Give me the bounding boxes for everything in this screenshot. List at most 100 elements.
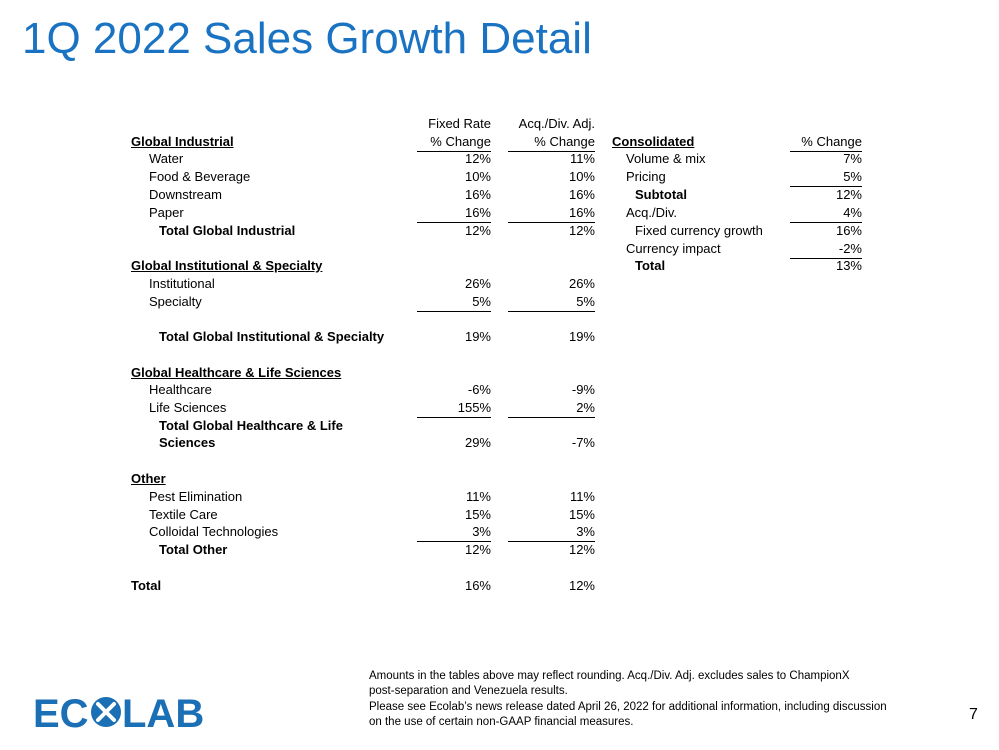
consolidated-label: Subtotal — [635, 187, 687, 202]
table-row: Total Global Healthcare & Life — [0, 417, 999, 435]
row-label: Institutional — [149, 276, 215, 291]
acq-div-adj-value: 26% — [568, 276, 595, 291]
fixed-rate-value: 10% — [464, 169, 491, 184]
consolidated-value: 5% — [790, 168, 862, 187]
consolidated-row: Total 13% — [0, 257, 999, 275]
footnote-line3: Please see Ecolab’s news release dated A… — [369, 701, 887, 713]
fixed-rate-value: 15% — [464, 507, 491, 522]
acq-div-adj-value: 11% — [569, 151, 595, 166]
fixed-rate-value: 12% — [464, 542, 491, 557]
fixed-rate-value: 12% — [464, 223, 491, 238]
acq-div-adj-value: 19% — [568, 329, 595, 344]
logo-emblem-icon — [91, 697, 121, 727]
row-label: Specialty — [149, 294, 202, 309]
fixed-rate-value: 26% — [464, 276, 491, 291]
table-row: Sciences 29% -7% — [0, 434, 999, 452]
acq-div-adj-value: 2% — [508, 399, 595, 418]
row-label: Colloidal Technologies — [149, 524, 279, 539]
acq-div-adj-value: 15% — [568, 507, 595, 522]
consolidated-header: Consolidated — [612, 134, 695, 149]
consolidated-label: Volume & mix — [626, 151, 706, 166]
fixed-rate-value: 16% — [464, 578, 491, 593]
table-row: Downstream 16% 16% — [0, 186, 999, 204]
row-label: Pest Elimination — [149, 489, 243, 504]
consolidated-label: Total — [635, 258, 666, 273]
consolidated-label: Fixed currency growth — [635, 223, 763, 238]
consolidated-value: 7% — [843, 151, 862, 166]
page-number: 7 — [969, 706, 978, 723]
table-row: Institutional 26% 26% — [0, 275, 999, 293]
row-label: Sciences — [159, 435, 216, 450]
consolidated-row: Acq./Div. 4% — [0, 204, 999, 223]
consolidated-label: Currency impact — [626, 241, 721, 256]
footnote-line1: Amounts in the tables above may reflect … — [369, 670, 850, 682]
fixed-rate-value: 5% — [417, 293, 491, 312]
consolidated-label: Acq./Div. — [626, 205, 678, 220]
logo-letters-ec: EC — [33, 693, 89, 733]
table-row: Pest Elimination 11% 11% — [0, 488, 999, 506]
table-row: Total Other 12% 12% — [0, 541, 999, 559]
row-label: Textile Care — [149, 507, 218, 522]
table-row: Healthcare -6% -9% — [0, 381, 999, 399]
row-label: Paper — [149, 205, 184, 220]
fixed-rate-value: 155% — [417, 399, 491, 418]
fixed-rate-value: 19% — [464, 329, 491, 344]
fixed-rate-value: -6% — [467, 382, 491, 397]
fixed-rate-value: 3% — [417, 523, 491, 542]
acq-div-adj-value: 5% — [508, 293, 595, 312]
row-label: Downstream — [149, 187, 222, 202]
table-row: Global Healthcare & Life Sciences — [0, 364, 999, 382]
row-label: Total — [131, 578, 162, 593]
table-row: Life Sciences 155% 2% — [0, 399, 999, 418]
row-label: Water — [149, 151, 184, 166]
fixed-rate-value: 12% — [464, 151, 491, 166]
table-row: Other — [0, 470, 999, 488]
col2-header-line1: Acq./Div. Adj. — [518, 116, 595, 131]
table-row: Food & Beverage 10% 10% — [0, 168, 999, 186]
table-row: Total 16% 12% — [0, 577, 999, 595]
consolidated-value: 16% — [835, 223, 862, 238]
consolidated-value: 4% — [790, 204, 862, 223]
table-row: Colloidal Technologies 3% 3% — [0, 523, 999, 542]
consolidated-value: 12% — [835, 187, 862, 202]
logo-letters-lab: LAB — [122, 693, 204, 733]
col2-header-line2: % Change — [508, 133, 595, 152]
page-title: 1Q 2022 Sales Growth Detail — [22, 14, 592, 63]
row-label: Total Global Industrial — [159, 223, 296, 238]
row-label: Other — [131, 471, 166, 486]
table-row: Paper 16% 16% — [0, 204, 999, 223]
row-label: Global Healthcare & Life Sciences — [131, 365, 342, 380]
acq-div-adj-value: 16% — [568, 187, 595, 202]
fixed-rate-value: 16% — [464, 187, 491, 202]
footnote-line4: on the use of certain non-GAAP financial… — [369, 716, 634, 728]
consolidated-value: 13% — [835, 258, 862, 273]
table-row: Total Global Institutional & Specialty 19… — [0, 328, 999, 346]
table-row: Total Global Industrial 12% 12% — [0, 222, 999, 240]
consolidated-row: Pricing 5% — [0, 168, 999, 187]
col1-header-line2: % Change — [417, 133, 491, 152]
consolidated-row: Fixed currency growth 16% — [0, 222, 999, 240]
consolidated-row: Volume & mix 7% — [0, 150, 999, 168]
consolidated-row: Subtotal 12% — [0, 186, 999, 204]
acq-div-adj-value: 12% — [568, 223, 595, 238]
consolidated-row: Currency impact -2% — [0, 240, 999, 259]
consolidated-value: -2% — [790, 240, 862, 259]
acq-div-adj-value: 10% — [568, 169, 595, 184]
col1-header-line1: Fixed Rate — [428, 116, 491, 131]
table-row: Water 12% 11% — [0, 150, 999, 168]
acq-div-adj-value: 16% — [508, 204, 595, 223]
row-label: Total Other — [159, 542, 228, 557]
acq-div-adj-value: -9% — [571, 382, 595, 397]
acq-div-adj-value: 3% — [508, 523, 595, 542]
acq-div-adj-value: 11% — [569, 489, 595, 504]
row-label: Healthcare — [149, 382, 212, 397]
consolidated-col-header: % Change — [790, 133, 862, 152]
ecolab-logo: EC LAB — [33, 692, 237, 738]
row-label: Global Institutional & Specialty — [131, 258, 323, 273]
acq-div-adj-value: 12% — [568, 578, 595, 593]
table-row: Textile Care 15% 15% — [0, 506, 999, 524]
acq-div-adj-value: -7% — [571, 435, 595, 450]
fixed-rate-value: 16% — [417, 204, 491, 223]
table-row: Global Institutional & Specialty — [0, 257, 999, 275]
footnote-line2: post-separation and Venezuela results. — [369, 685, 568, 697]
